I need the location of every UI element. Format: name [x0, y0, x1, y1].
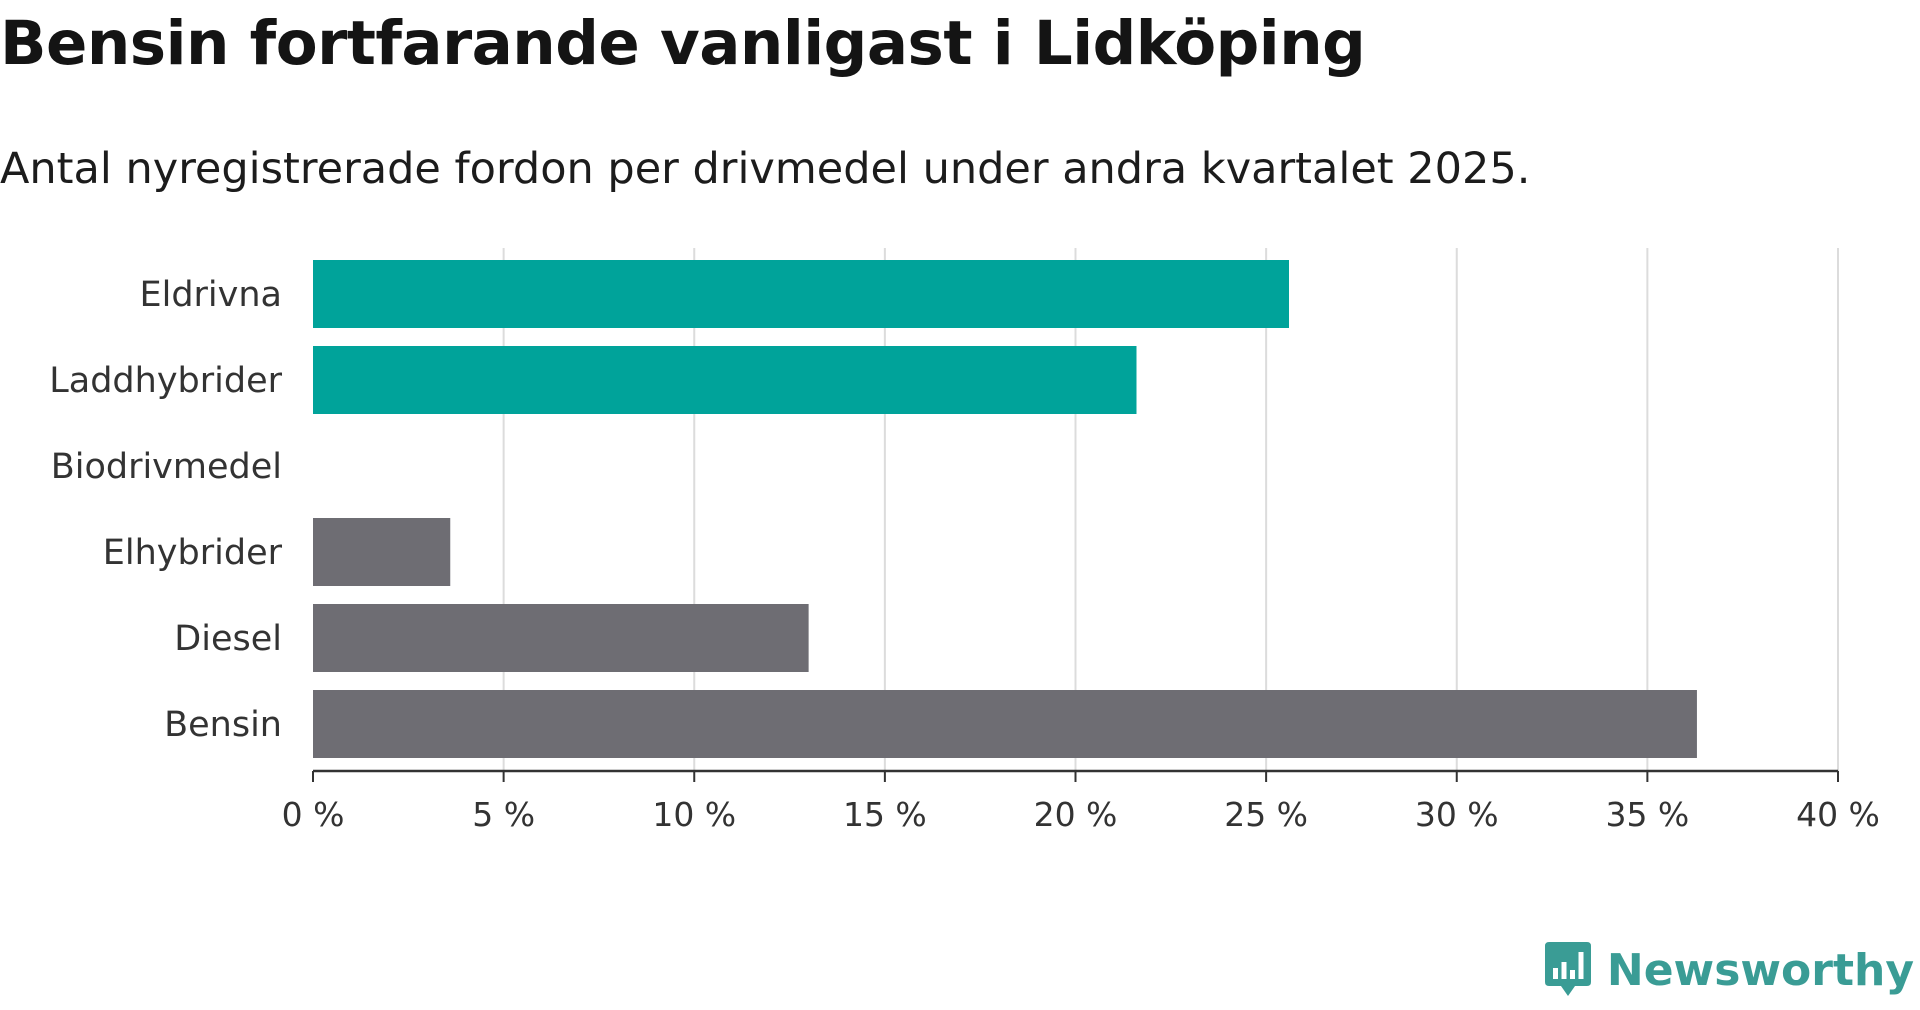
chart-subtitle: Antal nyregistrerade fordon per drivmede…	[0, 144, 1531, 194]
chart-title: Bensin fortfarande vanligast i Lidköping	[0, 8, 1366, 79]
category-label: Bensin	[164, 705, 282, 745]
bar	[313, 260, 1289, 328]
x-tick-label: 5 %	[472, 795, 535, 834]
x-tick-label: 20 %	[1034, 795, 1118, 834]
x-tick-label: 0 %	[282, 795, 345, 834]
x-tick-label: 35 %	[1605, 795, 1689, 834]
bar-chart-speech-bubble-icon	[1544, 942, 1591, 996]
x-tick-label: 40 %	[1796, 795, 1880, 834]
x-tick-label: 10 %	[652, 795, 736, 834]
category-label: Diesel	[174, 619, 282, 659]
x-tick-label: 30 %	[1415, 795, 1499, 834]
category-label: Biodrivmedel	[51, 447, 282, 487]
x-axis: 0 % 5 % 10 % 15 % 20 % 25 % 30 % 35 % 40 %	[282, 769, 1880, 834]
bar	[313, 690, 1697, 758]
x-tick-label: 15 %	[843, 795, 927, 834]
newsworthy-logo: Newsworthy	[1543, 930, 1914, 1010]
bar	[313, 604, 809, 672]
bar	[313, 346, 1137, 414]
category-label: Laddhybrider	[49, 361, 282, 401]
category-label: Elhybrider	[103, 533, 283, 573]
bar	[313, 518, 451, 586]
x-tick-label: 25 %	[1224, 795, 1308, 834]
gridlines	[502, 248, 1839, 771]
bars	[313, 260, 1697, 758]
logo-wordmark: Newsworthy	[1606, 944, 1914, 996]
category-label: Eldrivna	[139, 275, 282, 315]
category-labels: Eldrivna Laddhybrider Biodrivmedel Elhybrid…	[49, 275, 282, 745]
